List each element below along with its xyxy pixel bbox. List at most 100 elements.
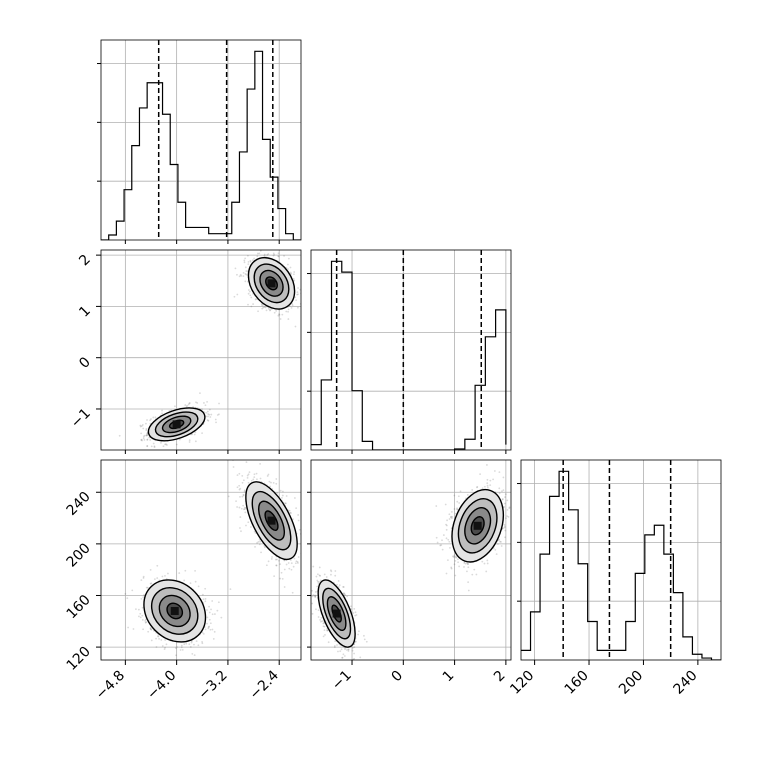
scatter-point: [353, 646, 356, 649]
scatter-point: [451, 516, 454, 518]
scatter-point: [336, 644, 338, 646]
scatter-point: [467, 562, 469, 565]
scatter-point: [322, 625, 325, 628]
scatter-point: [179, 649, 182, 651]
scatter-point: [288, 567, 291, 570]
scatter-point: [150, 628, 153, 631]
scatter-point: [498, 492, 501, 495]
scatter-point: [501, 490, 503, 492]
scatter-point: [188, 402, 191, 404]
scatter-point: [140, 579, 143, 581]
scatter-point: [317, 616, 320, 618]
scatter-point: [285, 495, 288, 497]
scatter-point: [265, 309, 268, 312]
scatter-point: [157, 635, 160, 638]
scatter-point: [268, 480, 271, 483]
scatter-point: [229, 588, 232, 591]
scatter-point: [204, 598, 207, 600]
scatter-point: [317, 573, 319, 576]
scatter-point: [148, 436, 151, 439]
scatter-point: [281, 577, 284, 580]
scatter-point: [308, 289, 310, 291]
scatter-point: [281, 494, 284, 497]
scatter-point: [175, 443, 178, 446]
scatter-point: [304, 558, 306, 560]
scatter-point: [253, 476, 256, 479]
scatter-point: [318, 566, 321, 569]
scatter-point: [284, 502, 287, 505]
scatter-point: [142, 596, 145, 599]
scatter-point: [212, 638, 215, 640]
scatter-point: [475, 573, 478, 576]
scatter-point: [287, 318, 290, 320]
scatter-point: [302, 596, 304, 598]
scatter-point: [201, 593, 204, 596]
scatter-point: [203, 402, 205, 404]
scatter-point: [454, 574, 457, 577]
scatter-point: [141, 619, 144, 621]
scatter-point: [149, 627, 152, 630]
scatter-point: [242, 493, 245, 496]
scatter-point: [186, 404, 189, 407]
histogram-panel-2: [517, 459, 722, 661]
scatter-point: [337, 650, 339, 653]
scatter-point: [354, 640, 357, 643]
scatter-point: [234, 267, 237, 270]
scatter-point: [197, 585, 200, 588]
scatter-point: [199, 392, 201, 395]
scatter-point: [149, 439, 152, 441]
scatter-point: [196, 402, 199, 404]
scatter-point: [314, 595, 317, 598]
density-peak: [267, 279, 276, 288]
scatter-point: [201, 432, 203, 434]
scatter-point: [350, 669, 352, 671]
scatter-point: [283, 568, 286, 571]
scatter-point: [184, 404, 187, 406]
scatter-point: [319, 619, 322, 621]
scatter-point: [342, 653, 345, 656]
scatter-point: [153, 578, 156, 581]
scatter-point: [187, 403, 190, 406]
scatter-point: [245, 273, 248, 276]
scatter-point: [206, 410, 209, 413]
scatter-point: [289, 266, 292, 269]
scatter-panel-0-2: [100, 459, 306, 661]
scatter-point: [244, 280, 247, 283]
scatter-point: [256, 542, 258, 544]
scatter-point: [343, 655, 346, 657]
scatter-point: [141, 606, 144, 609]
scatter-point: [290, 272, 293, 275]
scatter-point: [161, 575, 164, 578]
scatter-point: [246, 476, 249, 479]
scatter-point: [205, 411, 208, 414]
scatter-point: [163, 648, 166, 650]
scatter-point: [290, 307, 293, 309]
scatter-point: [146, 586, 149, 589]
scatter-point: [504, 493, 507, 496]
scatter-point: [258, 543, 261, 546]
scatter-point: [278, 559, 280, 562]
panel-frame: [100, 39, 302, 241]
scatter-point: [263, 306, 266, 309]
scatter-point: [354, 614, 357, 617]
scatter-point: [131, 589, 134, 592]
scatter-point: [363, 638, 366, 641]
scatter-point: [247, 303, 249, 306]
scatter-point: [153, 446, 156, 449]
scatter-point: [239, 495, 241, 498]
scatter-point: [166, 444, 168, 446]
scatter-point: [240, 530, 242, 533]
scatter-point: [297, 519, 300, 522]
scatter-point: [145, 621, 148, 624]
scatter-point: [292, 518, 294, 521]
scatter-point: [319, 579, 322, 582]
scatter-point: [247, 289, 250, 291]
scatter-point: [347, 650, 350, 652]
scatter-point: [261, 307, 264, 310]
scatter-point: [201, 408, 203, 411]
scatter-point: [315, 608, 317, 611]
scatter-point: [467, 563, 469, 565]
scatter-point: [164, 443, 166, 446]
scatter-point: [293, 279, 296, 282]
scatter-point: [276, 492, 279, 494]
